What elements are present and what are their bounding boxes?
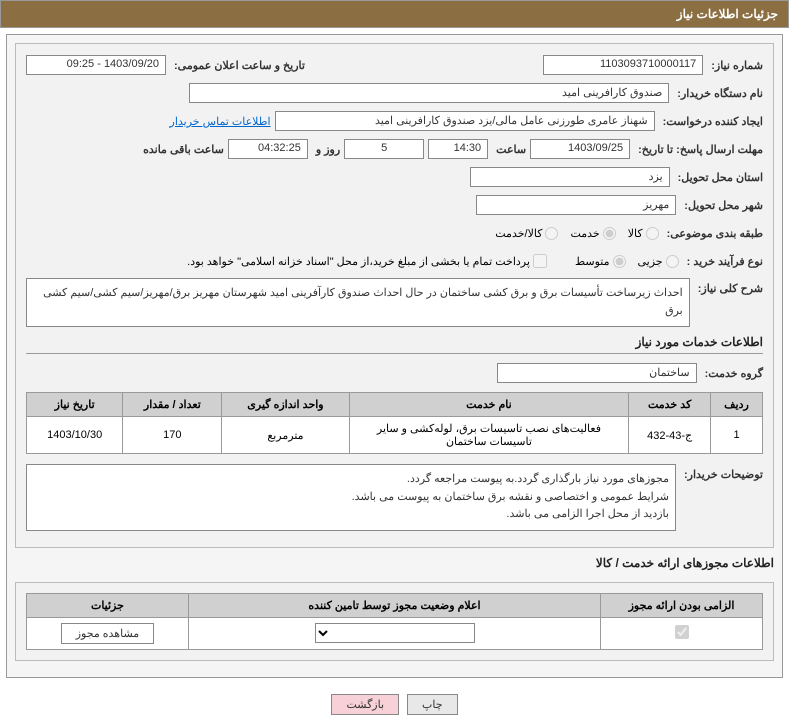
- row-deadline: مهلت ارسال پاسخ: تا تاریخ: 1403/09/25 سا…: [26, 138, 763, 160]
- radio-service[interactable]: خدمت: [570, 227, 615, 240]
- requester-value: شهناز عامری طورزنی عامل مالی/یزد صندوق ک…: [275, 111, 655, 131]
- page-header: جزئیات اطلاعات نیاز: [0, 0, 789, 28]
- th-details: جزئیات: [27, 593, 189, 617]
- svc-group-label: گروه خدمت:: [701, 367, 763, 380]
- license-required-checkbox[interactable]: [675, 625, 689, 639]
- deadline-label: مهلت ارسال پاسخ: تا تاریخ:: [634, 143, 763, 156]
- row-province: استان محل تحویل: یزد: [26, 166, 763, 188]
- row-svc-group: گروه خدمت: ساختمان: [26, 362, 763, 384]
- license-details-cell: مشاهده مجوز: [27, 617, 189, 649]
- radio-medium[interactable]: متوسط: [575, 255, 626, 268]
- row-buyer-desc: توضیحات خریدار: مجوزهای مورد نیاز بارگذا…: [26, 464, 763, 531]
- th-name: نام خدمت: [349, 393, 629, 417]
- payment-checkbox-item[interactable]: پرداخت تمام یا بخشی از مبلغ خرید،از محل …: [187, 254, 547, 268]
- license-block: الزامی بودن ارائه مجوز اعلام وضعیت مجوز …: [15, 582, 774, 661]
- radio-service-input[interactable]: [603, 227, 616, 240]
- row-requester: ایجاد کننده درخواست: شهناز عامری طورزنی …: [26, 110, 763, 132]
- deadline-date: 1403/09/25: [530, 139, 630, 159]
- view-license-button[interactable]: مشاهده مجوز: [61, 623, 154, 644]
- table-header-row: ردیف کد خدمت نام خدمت واحد اندازه گیری ت…: [27, 393, 763, 417]
- svc-group-value: ساختمان: [497, 363, 697, 383]
- buyer-org-value: صندوق کارافرینی امید: [189, 83, 669, 103]
- svc-info-title: اطلاعات خدمات مورد نیاز: [26, 335, 763, 354]
- cell-unit: مترمربع: [222, 417, 349, 454]
- deadline-days-label: روز و: [312, 143, 340, 156]
- radio-medium-input[interactable]: [613, 255, 626, 268]
- page-title: جزئیات اطلاعات نیاز: [677, 7, 778, 21]
- table-row: 1 ج-43-432 فعالیت‌های نصب تاسیسات برق، ل…: [27, 417, 763, 454]
- th-unit: واحد اندازه گیری: [222, 393, 349, 417]
- overview-text: احداث زیرساخت تأسیسات برق و برق کشی ساخت…: [26, 278, 690, 327]
- radio-goods[interactable]: کالا: [628, 227, 659, 240]
- row-buyer-org: نام دستگاه خریدار: صندوق کارافرینی امید: [26, 82, 763, 104]
- license-title: اطلاعات مجوزهای ارائه خدمت / کالا: [15, 556, 774, 574]
- license-row: مشاهده مجوز: [27, 617, 763, 649]
- buyer-desc-text: مجوزهای مورد نیاز بارگذاری گردد.به پیوست…: [26, 464, 676, 531]
- th-status: اعلام وضعیت مجوز توسط تامین کننده: [188, 593, 600, 617]
- buy-type-label: نوع فرآیند خرید :: [683, 255, 763, 268]
- buyer-desc-label: توضیحات خریدار:: [680, 464, 763, 481]
- buy-type-group: جزیی متوسط: [575, 255, 679, 268]
- cell-qty: 170: [123, 417, 222, 454]
- radio-goods-input[interactable]: [646, 227, 659, 240]
- buyer-contact-link[interactable]: اطلاعات تماس خریدار: [170, 115, 271, 128]
- license-header-row: الزامی بودن ارائه مجوز اعلام وضعیت مجوز …: [27, 593, 763, 617]
- province-value: یزد: [470, 167, 670, 187]
- cell-name: فعالیت‌های نصب تاسیسات برق، لوله‌کشی و س…: [349, 417, 629, 454]
- th-qty: تعداد / مقدار: [123, 393, 222, 417]
- city-label: شهر محل تحویل:: [680, 199, 763, 212]
- th-date: تاریخ نیاز: [27, 393, 123, 417]
- radio-partial-input[interactable]: [666, 255, 679, 268]
- radio-both-input[interactable]: [545, 227, 558, 240]
- deadline-time: 14:30: [428, 139, 488, 159]
- row-city: شهر محل تحویل: مهریز: [26, 194, 763, 216]
- deadline-days: 5: [344, 139, 424, 159]
- license-status-select[interactable]: [315, 623, 475, 643]
- back-button[interactable]: بازگشت: [331, 694, 399, 715]
- th-code: کد خدمت: [629, 393, 711, 417]
- th-row: ردیف: [711, 393, 763, 417]
- main-panel: شماره نیاز: 1103093710000117 تاریخ و ساع…: [6, 34, 783, 678]
- license-required-cell: [601, 617, 763, 649]
- subject-radio-group: کالا خدمت کالا/خدمت: [495, 227, 658, 240]
- pub-date-value: 1403/09/20 - 09:25: [26, 55, 166, 75]
- payment-checkbox[interactable]: [533, 254, 547, 268]
- print-button[interactable]: چاپ: [407, 694, 458, 715]
- license-table: الزامی بودن ارائه مجوز اعلام وضعیت مجوز …: [26, 593, 763, 650]
- radio-partial[interactable]: جزیی: [638, 255, 679, 268]
- pub-date-label: تاریخ و ساعت اعلان عمومی:: [170, 59, 305, 72]
- cell-date: 1403/10/30: [27, 417, 123, 454]
- radio-both[interactable]: کالا/خدمت: [495, 227, 558, 240]
- buyer-org-label: نام دستگاه خریدار:: [673, 87, 763, 100]
- payment-note: پرداخت تمام یا بخشی از مبلغ خرید،از محل …: [187, 255, 530, 268]
- cell-code: ج-43-432: [629, 417, 711, 454]
- info-block: شماره نیاز: 1103093710000117 تاریخ و ساع…: [15, 43, 774, 548]
- subject-class-label: طبقه بندی موضوعی:: [663, 227, 763, 240]
- remaining-time: 04:32:25: [228, 139, 308, 159]
- remaining-label: ساعت باقی مانده: [139, 143, 224, 156]
- service-table: ردیف کد خدمت نام خدمت واحد اندازه گیری ت…: [26, 392, 763, 454]
- cell-row: 1: [711, 417, 763, 454]
- need-no-value: 1103093710000117: [543, 55, 703, 75]
- row-overview: شرح کلی نیاز: احداث زیرساخت تأسیسات برق …: [26, 278, 763, 327]
- overview-label: شرح کلی نیاز:: [694, 278, 763, 295]
- deadline-time-label: ساعت: [492, 143, 526, 156]
- license-status-cell: [188, 617, 600, 649]
- province-label: استان محل تحویل:: [674, 171, 763, 184]
- action-buttons: چاپ بازگشت: [0, 684, 789, 725]
- need-no-label: شماره نیاز:: [707, 59, 763, 72]
- row-subject-class: طبقه بندی موضوعی: کالا خدمت کالا/خدمت: [26, 222, 763, 244]
- requester-label: ایجاد کننده درخواست:: [659, 115, 763, 128]
- row-buy-type: نوع فرآیند خرید : جزیی متوسط پرداخت تمام…: [26, 250, 763, 272]
- th-required: الزامی بودن ارائه مجوز: [601, 593, 763, 617]
- city-value: مهریز: [476, 195, 676, 215]
- row-need-number: شماره نیاز: 1103093710000117 تاریخ و ساع…: [26, 54, 763, 76]
